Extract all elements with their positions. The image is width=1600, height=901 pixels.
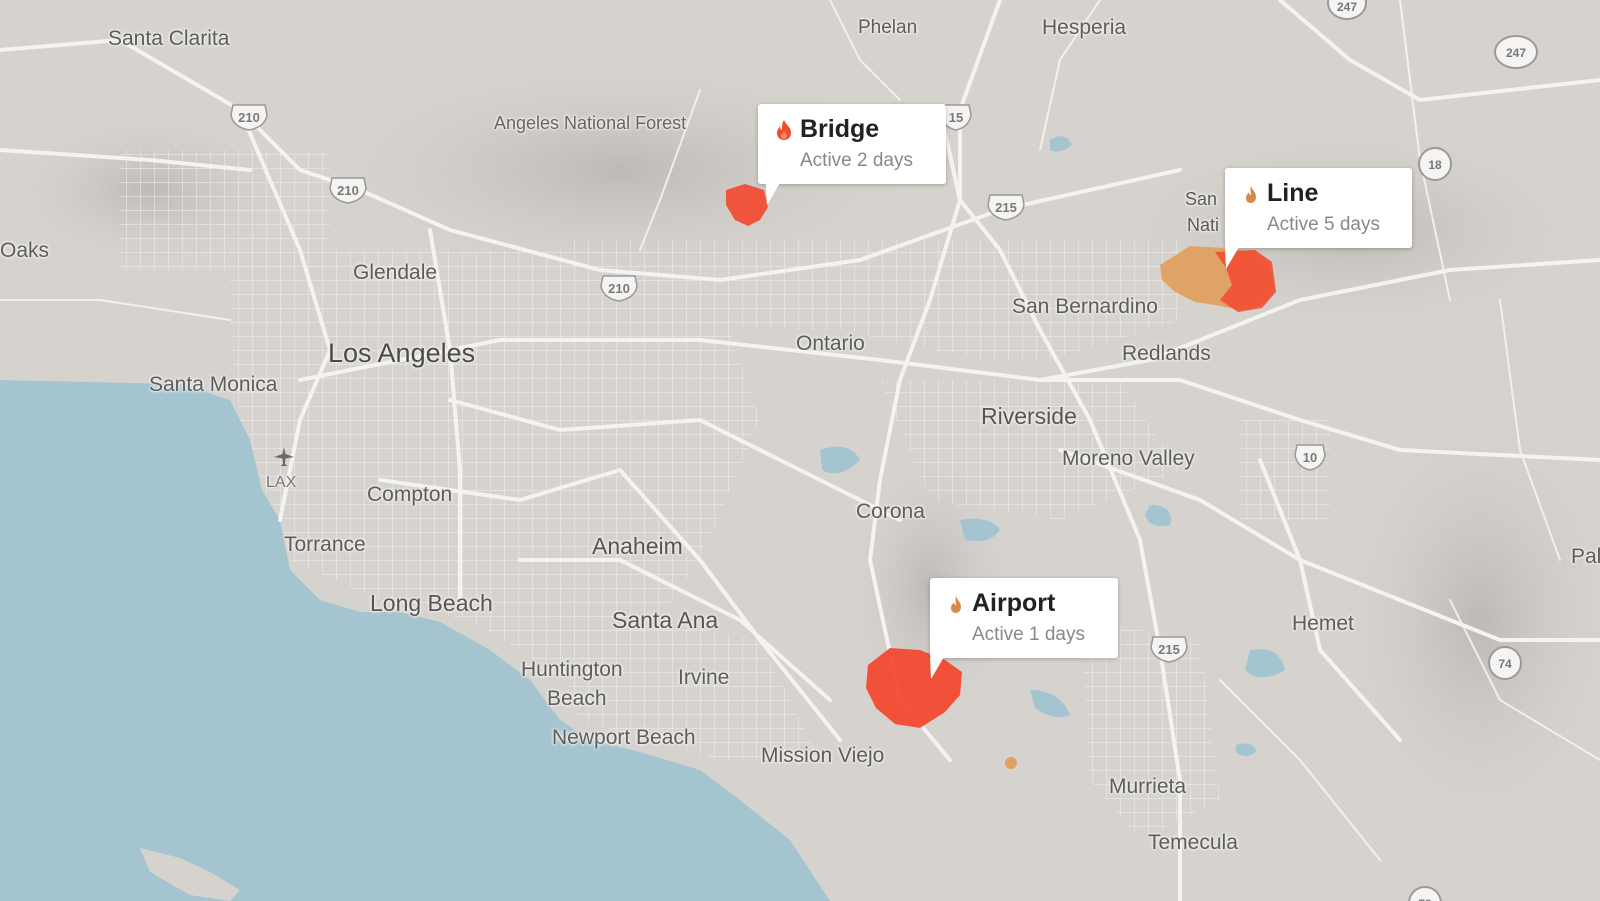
highway-shield-215: 215: [1149, 635, 1189, 663]
place-hesperia: Hesperia: [1042, 16, 1127, 39]
place-lax: LAX: [266, 474, 297, 491]
flame-tan-icon: [1246, 185, 1256, 203]
airport-icon: [273, 446, 295, 473]
place-national-fragment: Nati: [1187, 215, 1220, 235]
place-newport-beach: Newport Beach: [552, 726, 696, 749]
prado-basin: [820, 446, 860, 474]
place-torrance: Torrance: [284, 533, 366, 556]
place-glendale: Glendale: [353, 261, 438, 284]
fire-perimeter-line: [1160, 246, 1276, 312]
highway-shield-10: 10: [1294, 443, 1326, 471]
place-santa-clarita: Santa Clarita: [108, 27, 230, 50]
place-compton: Compton: [367, 483, 453, 506]
highway-marker-247: 247: [1494, 35, 1538, 69]
place-phelan: Phelan: [858, 17, 918, 38]
highway-shield-210: 210: [328, 176, 368, 204]
highway-shield-15: 15: [940, 103, 972, 131]
fire-name: Line: [1267, 179, 1319, 207]
highway-shield-215: 215: [986, 193, 1026, 221]
place-long-beach: Long Beach: [370, 590, 493, 616]
place-redlands: Redlands: [1122, 342, 1211, 365]
fire-callout-bridge[interactable]: Bridge Active 2 days: [758, 104, 946, 205]
diamond-valley-lake: [1245, 649, 1285, 678]
place-temecula: Temecula: [1148, 831, 1238, 854]
highway-marker-247: 247: [1327, 0, 1367, 20]
urban-grid: [120, 150, 1330, 840]
pacific-ocean: [0, 380, 830, 901]
highway-shield-210: 210: [229, 103, 269, 131]
place-huntington: Huntington: [521, 658, 623, 681]
highway-marker-74: 74: [1488, 646, 1522, 680]
place-corona: Corona: [856, 500, 925, 523]
silverwood-lake: [1050, 136, 1072, 152]
lake-elsinore: [1030, 690, 1070, 718]
lake-skinner: [1236, 743, 1256, 756]
place-anaheim: Anaheim: [592, 533, 683, 559]
callout-pointer: [1225, 247, 1239, 269]
place-hemet: Hemet: [1292, 612, 1354, 635]
fire-perimeter-airport: [866, 648, 962, 728]
place-ontario: Ontario: [796, 332, 865, 355]
place-san-fragment: San: [1185, 189, 1218, 209]
callout-pointer: [766, 183, 780, 205]
place-angeles-national-forest: Angeles National Forest: [494, 113, 687, 133]
place-palm-fragment: Pal: [1571, 545, 1600, 568]
fire-status: Active 2 days: [800, 149, 913, 171]
fire-status: Active 5 days: [1267, 213, 1380, 235]
place-san-bernardino: San Bernardino: [1012, 295, 1158, 318]
place-beach: Beach: [547, 687, 607, 710]
lakes: [820, 136, 1285, 756]
place-los-angeles: Los Angeles: [328, 338, 476, 368]
flame-red-icon: [777, 119, 791, 140]
place-oaks: Oaks: [0, 239, 50, 262]
fire-name: Bridge: [800, 115, 880, 143]
place-moreno-valley: Moreno Valley: [1062, 447, 1195, 470]
minor-roads: [0, 0, 1600, 861]
place-murrieta: Murrieta: [1109, 775, 1187, 798]
highway-shield-210: 210: [599, 274, 639, 302]
place-irvine: Irvine: [678, 666, 730, 689]
fire-callout-airport[interactable]: Airport Active 1 days: [930, 578, 1118, 679]
place-mission-viejo: Mission Viejo: [761, 744, 885, 767]
place-santa-monica: Santa Monica: [149, 373, 278, 396]
fire-perimeter-small: [1005, 757, 1017, 769]
flame-tan-icon: [951, 595, 961, 613]
place-santa-ana: Santa Ana: [612, 607, 719, 633]
fire-status: Active 1 days: [972, 623, 1085, 645]
fire-name: Airport: [972, 589, 1056, 617]
callout-pointer: [930, 657, 944, 679]
catalina-island: [140, 848, 240, 901]
fire-perimeter-bridge: [726, 184, 768, 226]
lake-perris: [1145, 505, 1171, 527]
highway-marker-18: 18: [1418, 147, 1452, 181]
place-riverside: Riverside: [981, 403, 1077, 429]
lake-mathews: [960, 518, 1000, 542]
fire-callout-line[interactable]: Line Active 5 days: [1225, 168, 1412, 269]
